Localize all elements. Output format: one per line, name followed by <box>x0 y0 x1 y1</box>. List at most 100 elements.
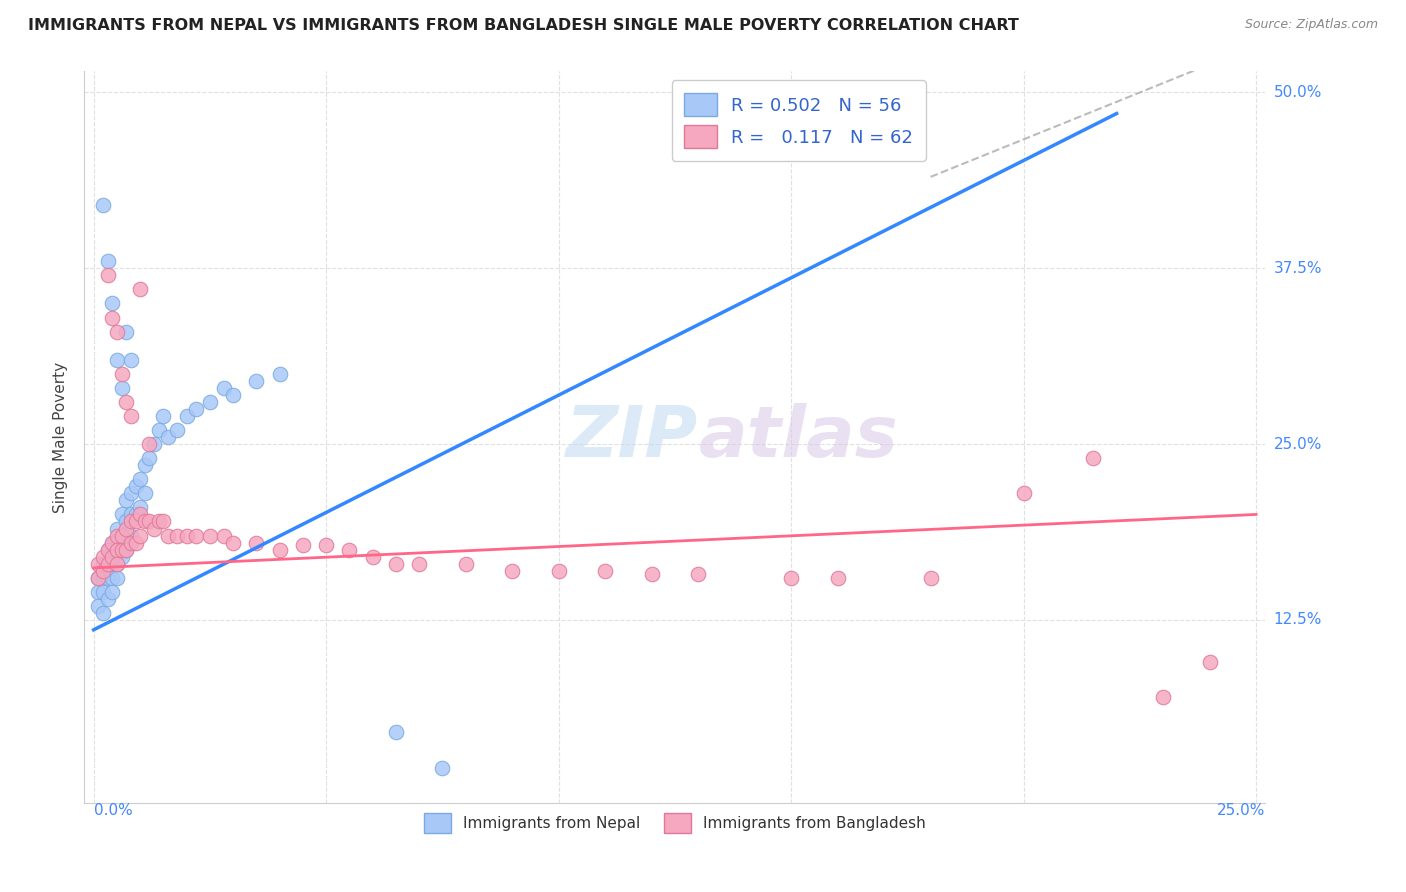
Point <box>110 381 132 395</box>
Legend: Immigrants from Nepal, Immigrants from Bangladesh: Immigrants from Nepal, Immigrants from B… <box>418 807 932 839</box>
Point <box>91 549 114 564</box>
Point <box>97 254 120 268</box>
Point <box>385 725 408 739</box>
Point <box>97 542 120 557</box>
Point <box>688 566 710 581</box>
Text: 25.0%: 25.0% <box>1218 803 1265 818</box>
Point <box>101 549 124 564</box>
Text: IMMIGRANTS FROM NEPAL VS IMMIGRANTS FROM BANGLADESH SINGLE MALE POVERTY CORRELAT: IMMIGRANTS FROM NEPAL VS IMMIGRANTS FROM… <box>28 18 1019 33</box>
Point <box>120 352 142 367</box>
Point <box>101 296 124 310</box>
Point <box>129 528 152 542</box>
Text: 50.0%: 50.0% <box>1274 85 1322 100</box>
Point <box>97 591 120 606</box>
Point <box>124 479 146 493</box>
Point <box>138 451 160 466</box>
Text: 37.5%: 37.5% <box>1274 260 1322 276</box>
Point <box>110 542 132 557</box>
Point <box>101 535 124 549</box>
Point <box>408 557 430 571</box>
Point <box>105 352 128 367</box>
Point <box>640 566 662 581</box>
Point <box>105 542 128 557</box>
Point <box>97 268 120 283</box>
Point <box>91 564 114 578</box>
Y-axis label: Single Male Poverty: Single Male Poverty <box>53 361 69 513</box>
Point <box>134 486 156 500</box>
Point <box>105 325 128 339</box>
Point <box>105 542 128 557</box>
Point <box>115 542 138 557</box>
Point <box>97 571 120 585</box>
Text: 12.5%: 12.5% <box>1274 613 1322 627</box>
Point <box>143 521 166 535</box>
Point <box>91 557 114 571</box>
Point <box>124 508 146 522</box>
Point <box>157 430 180 444</box>
Point <box>97 542 120 557</box>
Point <box>827 571 849 585</box>
Point <box>143 437 166 451</box>
Point <box>115 542 138 557</box>
Point <box>385 557 408 571</box>
Point <box>148 515 170 529</box>
Point <box>120 486 142 500</box>
Point <box>166 423 188 437</box>
Point <box>105 528 128 542</box>
Point <box>593 564 616 578</box>
Point <box>152 409 174 423</box>
Point <box>110 508 132 522</box>
Point <box>129 282 152 296</box>
Point <box>87 571 110 585</box>
Point <box>124 515 146 529</box>
Point <box>120 409 142 423</box>
Point <box>245 374 267 388</box>
Point <box>101 310 124 325</box>
Point <box>87 584 110 599</box>
Point <box>198 395 221 409</box>
Text: atlas: atlas <box>699 402 898 472</box>
Point <box>134 458 156 473</box>
Text: ZIP: ZIP <box>567 402 699 472</box>
Point <box>1152 690 1174 705</box>
Point <box>101 557 124 571</box>
Point <box>315 538 337 552</box>
Point <box>115 521 138 535</box>
Point <box>110 367 132 381</box>
Point <box>138 437 160 451</box>
Point <box>157 528 180 542</box>
Point <box>129 500 152 515</box>
Text: 0.0%: 0.0% <box>94 803 132 818</box>
Point <box>87 557 110 571</box>
Point <box>501 564 523 578</box>
Point <box>110 549 132 564</box>
Point <box>101 584 124 599</box>
Point <box>87 599 110 613</box>
Point <box>91 571 114 585</box>
Point <box>120 515 142 529</box>
Point <box>920 571 942 585</box>
Point <box>91 584 114 599</box>
Point <box>91 606 114 620</box>
Point <box>105 557 128 571</box>
Point <box>291 538 314 552</box>
Point <box>97 557 120 571</box>
Point <box>1083 451 1105 466</box>
Point <box>129 508 152 522</box>
Point <box>110 528 132 542</box>
Point <box>780 571 803 585</box>
Point <box>101 535 124 549</box>
Point <box>148 423 170 437</box>
Point <box>166 528 188 542</box>
Point <box>184 528 207 542</box>
Point <box>120 528 142 542</box>
Point <box>129 472 152 486</box>
Point <box>245 535 267 549</box>
Point <box>115 325 138 339</box>
Point <box>361 549 384 564</box>
Point <box>115 395 138 409</box>
Point <box>547 564 569 578</box>
Point <box>134 515 156 529</box>
Point <box>176 409 198 423</box>
Point <box>212 528 235 542</box>
